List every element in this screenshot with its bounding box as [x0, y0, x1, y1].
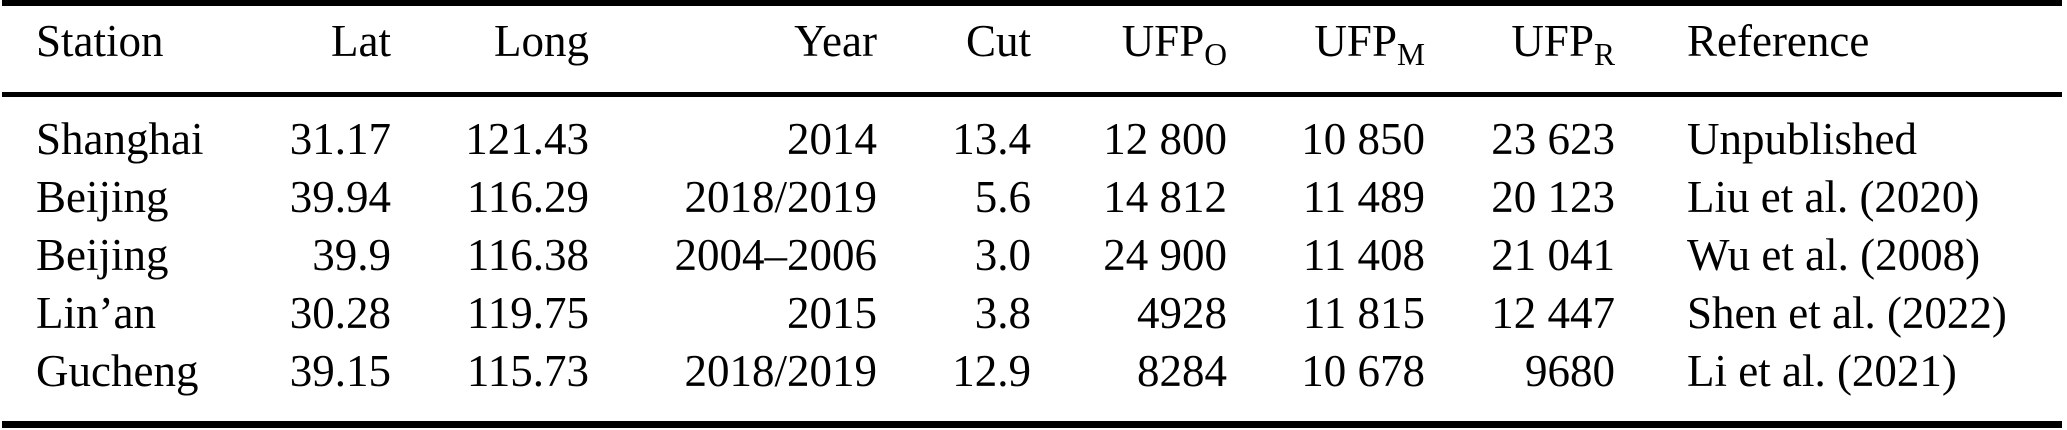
cell-long: 115.73 [466, 346, 589, 396]
cell-lat: 31.17 [289, 114, 391, 164]
col-header-label: Cut [965, 16, 1031, 66]
cell-ufp-o: 24 900 [1103, 230, 1227, 280]
col-header-label: Station [36, 16, 164, 66]
col-header-ufp-r: UFPR [1425, 15, 1615, 83]
cell-lat: 39.9 [312, 230, 391, 280]
col-header-ufp-m: UFPM [1227, 15, 1425, 83]
col-header-subscript: O [1204, 36, 1227, 72]
col-header-label: UFP [1314, 16, 1397, 66]
cell-long: 119.75 [466, 288, 589, 338]
col-header-lat: Lat [196, 15, 391, 83]
table-header-rule [2, 92, 2062, 97]
table-row: Lin’an 30.28 119.75 2015 3.8 4928 11 815… [0, 284, 2067, 342]
cell-long: 116.29 [466, 172, 589, 222]
cell-year: 2004–2006 [674, 230, 878, 280]
table-row: Gucheng 39.15 115.73 2018/2019 12.9 8284… [0, 342, 2067, 400]
cell-cut: 3.8 [974, 288, 1031, 338]
cell-station: Lin’an [36, 288, 156, 338]
cell-year: 2018/2019 [684, 346, 877, 396]
col-header-cut: Cut [877, 15, 1031, 83]
table-row: Beijing 39.94 116.29 2018/2019 5.6 14 81… [0, 168, 2067, 226]
col-header-label: Reference [1687, 16, 1870, 66]
cell-lat: 30.28 [289, 288, 391, 338]
col-header-subscript: M [1396, 36, 1425, 72]
cell-ufp-o: 4928 [1137, 288, 1227, 338]
cell-ufp-m: 10 850 [1301, 114, 1425, 164]
cell-cut: 3.0 [974, 230, 1031, 280]
table-top-rule [2, 0, 2062, 6]
cell-long: 121.43 [465, 114, 589, 164]
cell-year: 2014 [787, 114, 877, 164]
cell-ufp-o: 8284 [1137, 346, 1227, 396]
table-header-row: Station Lat Long Year Cut UFPO UFPM UFPR… [0, 6, 2067, 92]
table-row: Shanghai 31.17 121.43 2014 13.4 12 800 1… [0, 110, 2067, 168]
col-header-ufp-o: UFPO [1031, 15, 1227, 83]
col-header-label: UFP [1511, 16, 1594, 66]
col-header-long: Long [391, 15, 589, 83]
cell-station: Beijing [36, 230, 169, 280]
cell-reference: Liu et al. (2020) [1687, 172, 1980, 222]
cell-reference: Shen et al. (2022) [1687, 288, 2007, 338]
cell-ufp-r: 23 623 [1491, 114, 1615, 164]
cell-lat: 39.94 [289, 172, 391, 222]
col-header-reference: Reference [1615, 15, 2067, 83]
cell-ufp-m: 11 408 [1302, 230, 1425, 280]
cell-ufp-r: 20 123 [1491, 172, 1615, 222]
cell-lat: 39.15 [289, 346, 391, 396]
cell-ufp-r: 12 447 [1491, 288, 1615, 338]
cell-station: Beijing [36, 172, 169, 222]
cell-ufp-m: 11 815 [1302, 288, 1425, 338]
col-header-label: UFP [1121, 16, 1205, 66]
table-row: Beijing 39.9 116.38 2004–2006 3.0 24 900… [0, 226, 2067, 284]
cell-cut: 13.4 [952, 114, 1031, 164]
cell-ufp-r: 21 041 [1491, 230, 1615, 280]
cell-long: 116.38 [466, 230, 589, 280]
cell-ufp-o: 14 812 [1103, 172, 1227, 222]
cell-year: 2015 [787, 288, 877, 338]
table-bottom-rule [2, 421, 2062, 428]
cell-year: 2018/2019 [684, 172, 877, 222]
col-header-label: Long [494, 16, 589, 66]
cell-cut: 5.6 [974, 172, 1031, 222]
cell-reference: Unpublished [1687, 114, 1917, 164]
col-header-label: Lat [331, 16, 391, 66]
cell-station: Shanghai [36, 114, 204, 164]
col-header-year: Year [589, 15, 877, 83]
col-header-label: Year [794, 16, 877, 66]
cell-ufp-o: 12 800 [1103, 114, 1227, 164]
cell-station: Gucheng [36, 346, 199, 396]
col-header-station: Station [0, 15, 196, 83]
cell-ufp-m: 10 678 [1301, 346, 1425, 396]
cell-ufp-r: 9680 [1525, 346, 1615, 396]
cell-cut: 12.9 [952, 346, 1031, 396]
table-body: Shanghai 31.17 121.43 2014 13.4 12 800 1… [0, 110, 2067, 400]
cell-ufp-m: 11 489 [1302, 172, 1425, 222]
cell-reference: Li et al. (2021) [1687, 346, 1957, 396]
cell-reference: Wu et al. (2008) [1687, 230, 1981, 280]
col-header-subscript: R [1593, 36, 1615, 72]
